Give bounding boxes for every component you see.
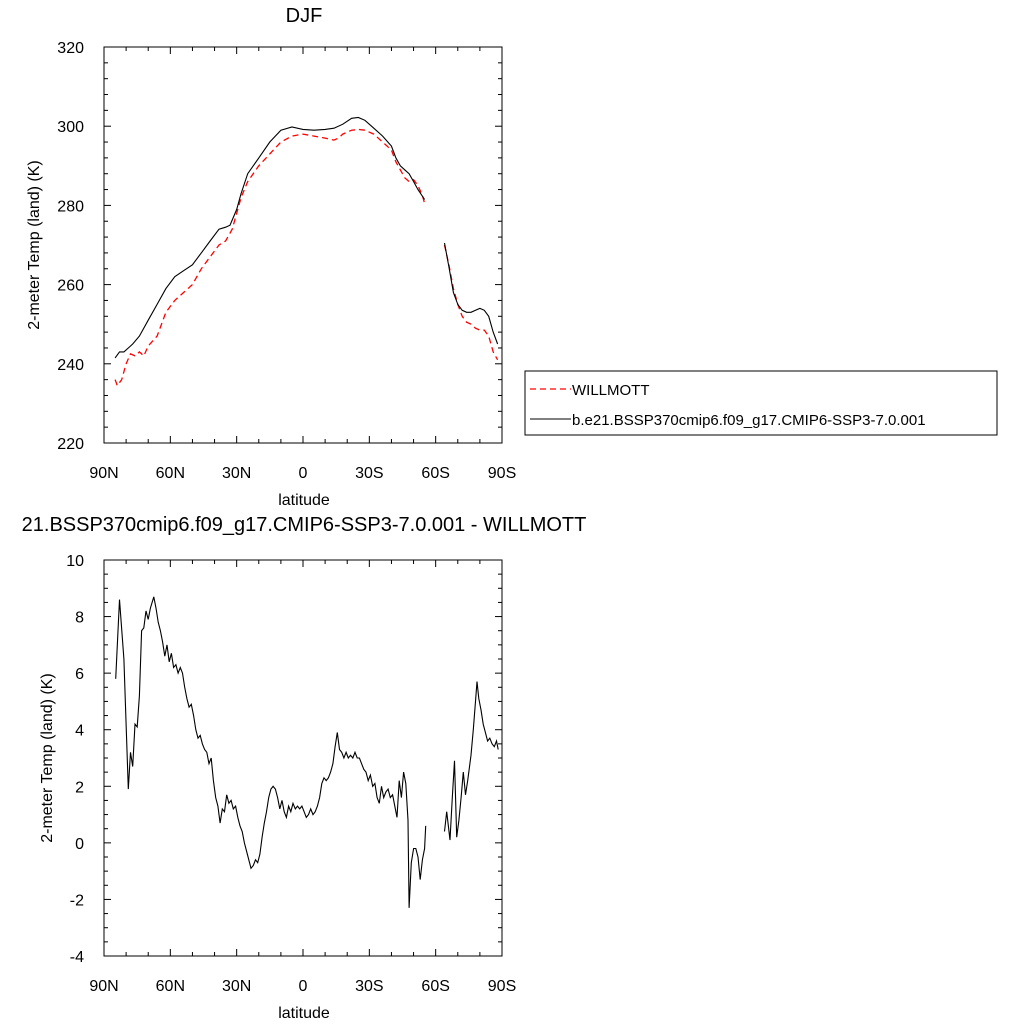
- bottom-y-tick-label: -4: [70, 949, 84, 966]
- bottom-chart-title: 21.BSSP370cmip6.f09_g17.CMIP6-SSP3-7.0.0…: [22, 514, 587, 536]
- bottom-y-tick-label: 6: [75, 666, 84, 683]
- bottom-y-axis-label: 2-meter Temp (land) (K): [39, 673, 56, 843]
- legend: WILLMOTT b.e21.BSSP370cmip6.f09_g17.CMIP…: [524, 370, 998, 436]
- top-x-tick-label: 90S: [488, 465, 516, 482]
- bottom-x-tick-label: 90S: [488, 978, 516, 995]
- top-panel: DJF 90N 60N 30N 0 30S 60S 90S 220 240 260 280 300 32…: [26, 5, 998, 509]
- top-y-tick-label: 240: [57, 357, 84, 374]
- top-chart-marks: [114, 116, 499, 387]
- top-y-tick-label: 280: [57, 198, 84, 215]
- bottom-y-tick-label: 2: [75, 779, 84, 796]
- bottom-y-tick-label: 10: [66, 553, 84, 570]
- top-chart-ticks: 90N 60N 30N 0 30S 60S 90S 220 240 260 280 300 320: [57, 40, 516, 482]
- bottom-series-0-segment-0: [115, 596, 427, 908]
- legend-label-model: b.e21.BSSP370cmip6.f09_g17.CMIP6-SSP3-7.…: [572, 412, 926, 429]
- bottom-panel: 21.BSSP370cmip6.f09_g17.CMIP6-SSP3-7.0.0…: [22, 514, 587, 1022]
- bottom-x-axis-label: latitude: [278, 1005, 330, 1022]
- bottom-y-tick-label: 4: [75, 723, 84, 740]
- bottom-chart-marks: [115, 596, 499, 908]
- bottom-chart-ticks: 90N 60N 30N 0 30S 60S 90S -4 -2 0 2 4 6 8 10: [66, 553, 516, 995]
- bottom-plot-frame: [103, 559, 503, 957]
- bottom-y-tick-label: -2: [70, 892, 84, 909]
- top-x-tick-label: 30S: [355, 465, 383, 482]
- top-y-tick-label: 300: [57, 119, 84, 136]
- bottom-y-tick-label: 8: [75, 610, 84, 627]
- top-x-tick-label: 90N: [89, 465, 118, 482]
- top-y-tick-label: 220: [57, 436, 84, 453]
- top-x-tick-label: 60N: [156, 465, 185, 482]
- top-x-tick-label: 60S: [421, 465, 449, 482]
- bottom-x-tick-label: 60N: [156, 978, 185, 995]
- top-series-0-segment-0: [114, 128, 426, 387]
- legend-box: [524, 370, 998, 436]
- top-y-tick-label: 260: [57, 278, 84, 295]
- bottom-x-tick-label: 30N: [222, 978, 251, 995]
- top-series-0-segment-1: [443, 244, 499, 361]
- top-chart-title: DJF: [286, 5, 323, 27]
- top-y-axis-label: 2-meter Temp (land) (K): [26, 160, 43, 330]
- bottom-x-tick-label: 60S: [421, 978, 449, 995]
- bottom-x-tick-label: 30S: [355, 978, 383, 995]
- legend-label-willmott: WILLMOTT: [572, 382, 650, 399]
- top-y-tick-label: 320: [57, 40, 84, 57]
- top-x-tick-label: 30N: [222, 465, 251, 482]
- top-plot-frame: [103, 46, 503, 444]
- bottom-series-0-segment-1: [443, 681, 499, 841]
- top-x-tick-label: 0: [299, 465, 308, 482]
- top-series-1-segment-0: [114, 116, 426, 359]
- bottom-x-tick-label: 0: [299, 978, 308, 995]
- top-x-axis-label: latitude: [278, 492, 330, 509]
- bottom-x-tick-label: 90N: [89, 978, 118, 995]
- top-series-1-segment-1: [443, 242, 499, 345]
- bottom-y-tick-label: 0: [75, 836, 84, 853]
